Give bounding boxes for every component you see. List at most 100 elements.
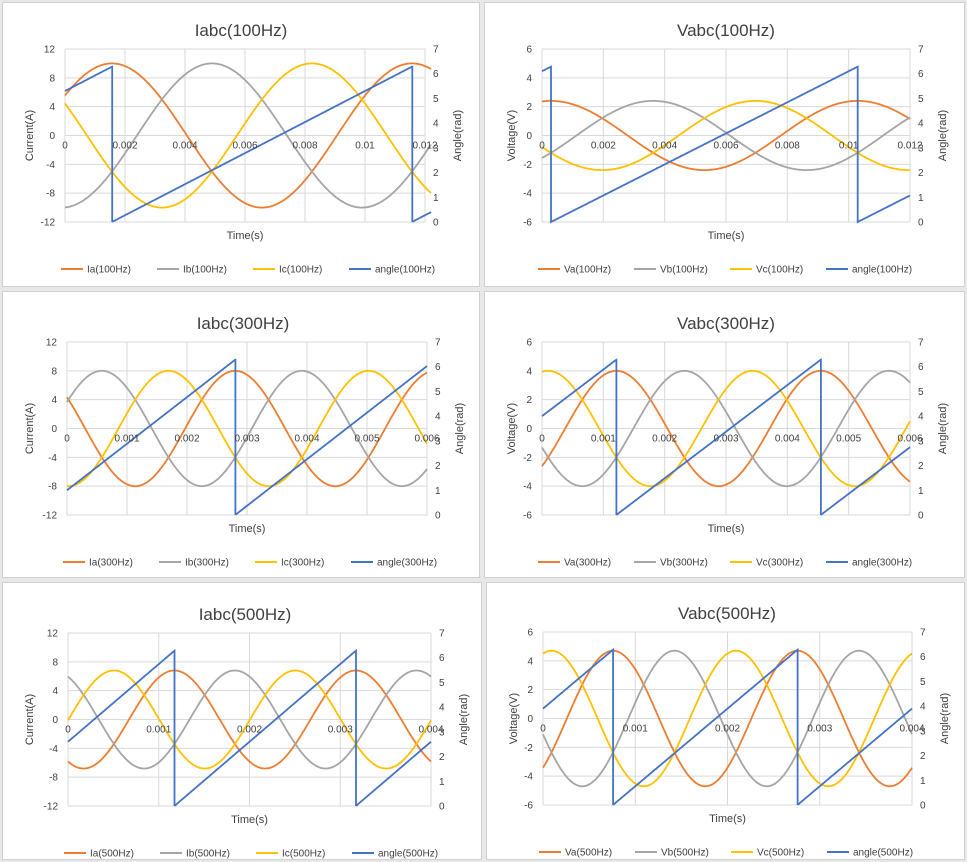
series-line-Ia(500Hz) <box>67 669 432 770</box>
y-tick-label: -8 <box>46 189 55 200</box>
y-axis-label: Voltage(V) <box>506 403 518 454</box>
chart-title: Vabc(500Hz) <box>678 604 776 623</box>
series-line-Vb(300Hz) <box>541 369 911 488</box>
legend-entry: angle(100Hz) <box>852 265 912 276</box>
y-tick-label: -4 <box>48 453 57 464</box>
legend-entry: Ic(100Hz) <box>279 265 322 276</box>
y-axis-label: Current(A) <box>24 403 36 454</box>
x-tick-label: 0.002 <box>174 434 199 445</box>
y2-tick-label: 7 <box>920 628 926 639</box>
y-tick-label: -12 <box>44 802 59 813</box>
x-tick-label: 0.004 <box>652 141 677 152</box>
y-tick-label: 8 <box>51 366 57 377</box>
x-tick-label: 0.004 <box>418 725 443 736</box>
x-tick-label: 0 <box>62 141 68 152</box>
y-tick-label: -2 <box>524 743 533 754</box>
y2-tick-label: 3 <box>918 436 924 447</box>
chart-panel-iabc-300hz: Iabc(300Hz) 12 8 4 0 -4 -8 -12 7 6 5 4 3 2 1 0 0 0.001 0.0… <box>2 291 480 578</box>
legend-entry: Vc(300Hz) <box>756 558 803 569</box>
x-axis-label: Time(s) <box>708 230 745 242</box>
y2-tick-label: 3 <box>433 143 439 154</box>
legend-entry: Ib(500Hz) <box>186 849 230 860</box>
series-line-Ib(500Hz) <box>67 669 432 770</box>
y-tick-label: 8 <box>52 657 58 668</box>
y2-tick-label: 0 <box>918 511 924 522</box>
y2-tick-label: 0 <box>918 218 924 229</box>
y2-axis-label: Angle(rad) <box>937 403 949 454</box>
x-tick-label: 0.001 <box>146 725 171 736</box>
x-tick-label: 0.004 <box>775 434 800 445</box>
legend-entry: angle(100Hz) <box>375 265 435 276</box>
y2-tick-label: 7 <box>435 338 441 349</box>
chart-title: Vabc(100Hz) <box>677 21 775 40</box>
chart-title: Iabc(500Hz) <box>199 605 292 624</box>
y-tick-label: -6 <box>523 511 532 522</box>
y2-axis-label: Angle(rad) <box>939 693 951 744</box>
y-tick-label: 12 <box>44 45 56 56</box>
legend-entry: Ia(500Hz) <box>90 849 134 860</box>
series-line-Va(500Hz) <box>542 649 913 788</box>
series-line-Ic(300Hz) <box>67 369 428 488</box>
y-tick-label: 6 <box>526 45 532 56</box>
y2-tick-label: 6 <box>433 69 439 80</box>
x-tick-label: 0.004 <box>294 434 319 445</box>
y2-tick-label: 3 <box>439 727 445 738</box>
y-tick-label: -4 <box>524 772 533 783</box>
y2-tick-label: 2 <box>435 461 441 472</box>
y2-tick-label: 4 <box>918 412 924 423</box>
y-tick-label: -12 <box>43 511 58 522</box>
y2-tick-label: 1 <box>920 776 926 787</box>
y2-tick-label: 7 <box>439 629 445 640</box>
x-tick-label: 0.002 <box>591 141 616 152</box>
series-line-Ia(300Hz) <box>66 369 428 488</box>
x-tick-label: 0.006 <box>414 434 439 445</box>
chart-panel-vabc-100hz: Vabc(100Hz) 6 4 2 0 -2 -4 -6 7 6 5 4 3 2 1 0 0 0.002 0.004… <box>484 2 965 287</box>
y-tick-label: -8 <box>48 482 57 493</box>
x-tick-label: 0.005 <box>836 434 861 445</box>
legend-entry: Vb(100Hz) <box>660 265 708 276</box>
chart-panel-iabc-100hz: Iabc(100Hz) 12 8 4 0 -4 -8 -12 7 6 5 4 3 2 1 0 0 0.002 0.0… <box>2 2 480 287</box>
series-line-Ic(100Hz) <box>64 62 432 209</box>
y2-tick-label: 5 <box>918 94 924 105</box>
series-line-angle(100Hz) <box>64 65 432 223</box>
y-tick-label: -4 <box>523 482 532 493</box>
y-tick-label: 0 <box>526 424 532 435</box>
y-tick-label: 4 <box>526 366 532 377</box>
chart-title: Iabc(300Hz) <box>197 314 290 333</box>
x-tick-label: 0.005 <box>354 434 379 445</box>
y2-tick-label: 2 <box>920 751 926 762</box>
legend-entry: Vb(500Hz) <box>661 848 709 859</box>
x-axis-label: Time(s) <box>229 523 266 535</box>
x-tick-label: 0.01 <box>355 141 375 152</box>
y2-tick-label: 4 <box>918 119 924 130</box>
y2-tick-label: 1 <box>439 777 445 788</box>
y2-tick-label: 0 <box>920 801 926 812</box>
y-tick-label: 4 <box>49 102 55 113</box>
x-axis-label: Time(s) <box>227 230 264 242</box>
y-tick-label: 0 <box>527 714 533 725</box>
x-tick-label: 0 <box>540 724 546 735</box>
y2-tick-label: 7 <box>918 45 924 56</box>
legend-entry: Va(500Hz) <box>565 848 612 859</box>
y2-tick-label: 0 <box>435 511 441 522</box>
series-line-Ib(100Hz) <box>65 62 432 209</box>
y2-tick-label: 5 <box>435 387 441 398</box>
y-tick-label: 0 <box>51 424 57 435</box>
series-line-angle(500Hz) <box>67 648 432 807</box>
series-line-angle(300Hz) <box>66 358 428 516</box>
y2-tick-label: 1 <box>433 193 439 204</box>
y2-tick-label: 6 <box>435 362 441 373</box>
chart-panel-vabc-300hz: Vabc(300Hz) 6 4 2 0 -2 -4 -6 7 6 5 4 3 2 1 0 0 0.001 0.002… <box>484 291 965 578</box>
legend-entry: Ib(300Hz) <box>185 558 229 569</box>
y2-tick-label: 2 <box>918 168 924 179</box>
series-line-angle(100Hz) <box>541 65 911 224</box>
series-line-Vc(100Hz) <box>541 100 910 171</box>
legend-entry: angle(300Hz) <box>377 558 437 569</box>
y2-tick-label: 0 <box>439 802 445 813</box>
y-tick-label: -6 <box>524 801 533 812</box>
y-axis-label: Voltage(V) <box>506 110 518 161</box>
y-axis-label: Current(A) <box>24 110 36 161</box>
x-tick-label: 0.003 <box>713 434 738 445</box>
x-tick-label: 0.001 <box>114 434 139 445</box>
legend-entry: Vb(300Hz) <box>660 558 708 569</box>
